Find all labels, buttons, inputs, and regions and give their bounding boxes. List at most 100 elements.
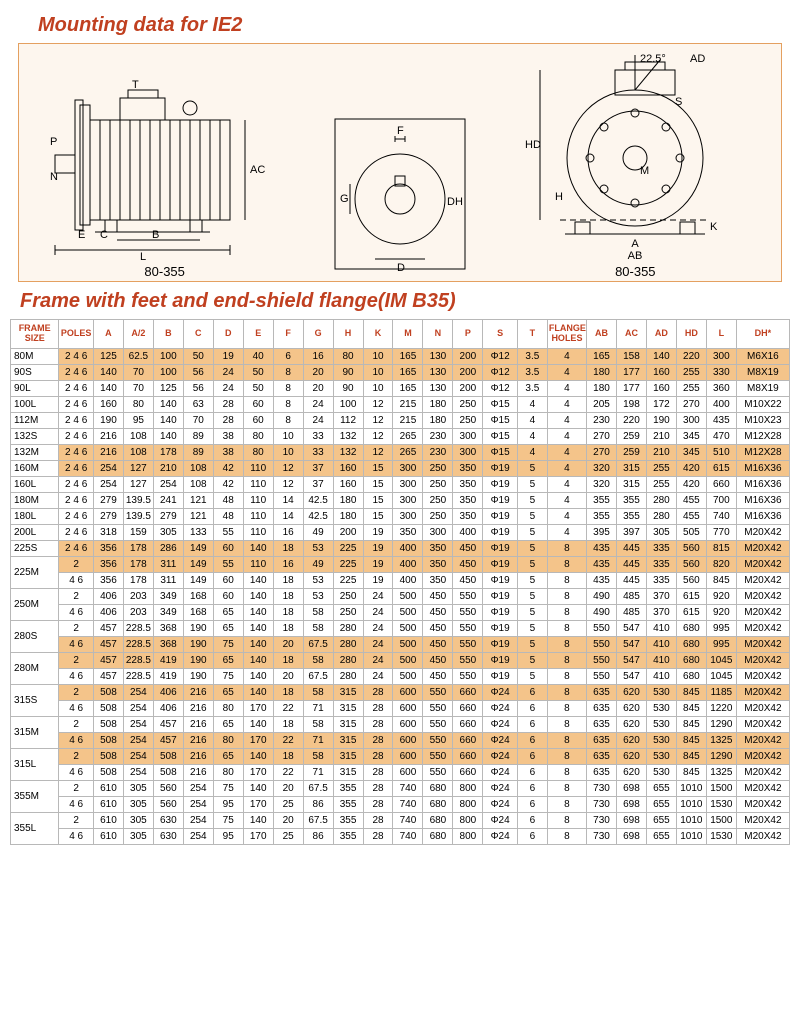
col-header: C: [183, 320, 213, 349]
col-header: AD: [646, 320, 676, 349]
svg-text:HD: HD: [525, 139, 541, 151]
table-row: 112M2 4 61909514070286082411212215180250…: [11, 412, 790, 428]
col-header: T: [517, 320, 547, 349]
table-row: 250M240620334916860140185325024500450550…: [11, 588, 790, 604]
svg-text:F: F: [397, 125, 404, 137]
table-row: 355M2610305560254751402067.5355287406808…: [11, 780, 790, 796]
col-header: FLANGEHOLES: [547, 320, 586, 349]
svg-text:22.5°: 22.5°: [640, 53, 666, 65]
frame-size-cell: 225S: [11, 540, 59, 556]
svg-text:K: K: [710, 221, 718, 233]
table-row: 315S250825440621665140185831528600550660…: [11, 684, 790, 700]
col-header: P: [453, 320, 483, 349]
col-header: POLES: [59, 320, 94, 349]
table-row: 132M2 4 62161081788938801033132122652303…: [11, 444, 790, 460]
svg-text:A: A: [632, 238, 640, 250]
col-header: AB: [587, 320, 617, 349]
frame-size-cell: 100L: [11, 396, 59, 412]
table-row: 315M250825445721665140185831528600550660…: [11, 716, 790, 732]
svg-text:S: S: [675, 96, 682, 108]
svg-text:C: C: [100, 229, 108, 241]
svg-text:AD: AD: [690, 53, 705, 65]
svg-text:AC: AC: [250, 164, 265, 176]
col-header: DH*: [736, 320, 789, 349]
frame-size-cell: 132S: [11, 428, 59, 444]
table-row: 4 6457228.5419190751402067.5280245004505…: [11, 668, 790, 684]
diagram-container: L B C E T P N AC 80-355: [18, 43, 782, 282]
table-row: 4 650825440621680170227131528600550660Φ2…: [11, 700, 790, 716]
table-row: 160L2 4 62541272541084211012371601530025…: [11, 476, 790, 492]
table-row: 160M2 4 62541272101084211012371601530025…: [11, 460, 790, 476]
col-header: N: [423, 320, 453, 349]
frame-size-cell: 180L: [11, 508, 59, 524]
col-header: A/2: [123, 320, 153, 349]
diagram-left-label: 80-355: [144, 264, 184, 279]
frame-size-cell: 250M: [11, 588, 59, 620]
frame-size-cell: 315L: [11, 748, 59, 780]
svg-text:T: T: [132, 79, 139, 91]
page-title-1: Mounting data for IE2: [38, 14, 790, 37]
frame-size-cell: 80M: [11, 348, 59, 364]
col-header: G: [303, 320, 333, 349]
col-header: S: [483, 320, 518, 349]
col-header: A: [93, 320, 123, 349]
svg-text:E: E: [78, 229, 85, 241]
diagram-right-label: 80-355: [615, 264, 655, 279]
table-row: 80M2 4 612562.51005019406168010165130200…: [11, 348, 790, 364]
col-header: F: [273, 320, 303, 349]
table-row: 200L2 4 63181593051335511016492001935030…: [11, 524, 790, 540]
svg-text:N: N: [50, 171, 58, 183]
frame-size-cell: 280S: [11, 620, 59, 652]
frame-size-cell: 112M: [11, 412, 59, 428]
col-header: E: [243, 320, 273, 349]
col-header: AC: [616, 320, 646, 349]
table-row: 315L250825450821665140185831528600550660…: [11, 748, 790, 764]
frame-size-cell: 132M: [11, 444, 59, 460]
svg-text:M: M: [640, 165, 649, 177]
table-row: 280M2457228.5419190651401858280245004505…: [11, 652, 790, 668]
diagram-right: 22.5° AD S A AB K H M HD 80-355: [520, 50, 750, 279]
frame-size-cell: 90S: [11, 364, 59, 380]
frame-size-cell: 355M: [11, 780, 59, 812]
table-row: 4 661030563025495170258635528740680800Φ2…: [11, 828, 790, 844]
col-header: M: [393, 320, 423, 349]
diagram-left: L B C E T P N AC 80-355: [50, 60, 280, 279]
frame-size-cell: 200L: [11, 524, 59, 540]
col-header: B: [153, 320, 183, 349]
svg-text:L: L: [140, 251, 146, 260]
table-row: 225M235617831114955110164922519400350450…: [11, 556, 790, 572]
col-header: D: [213, 320, 243, 349]
frame-size-cell: 225M: [11, 556, 59, 588]
table-row: 4 650825450821680170227131528600550660Φ2…: [11, 764, 790, 780]
col-header: FRAMESIZE: [11, 320, 59, 349]
frame-size-cell: 355L: [11, 812, 59, 844]
frame-size-cell: 315M: [11, 716, 59, 748]
svg-text:G: G: [340, 193, 349, 205]
table-row: 132S2 4 62161081408938801033132122652303…: [11, 428, 790, 444]
frame-size-cell: 160M: [11, 460, 59, 476]
frame-size-cell: 180M: [11, 492, 59, 508]
page-title-2: Frame with feet and end-shield flange(IM…: [20, 290, 790, 313]
frame-size-cell: 160L: [11, 476, 59, 492]
table-row: 90L2 4 6140701255624508209010165130200Φ1…: [11, 380, 790, 396]
data-table: FRAMESIZEPOLESAA/2BCDEFGHKMNPSTFLANGEHOL…: [10, 319, 790, 845]
frame-size-cell: 280M: [11, 652, 59, 684]
table-row: 100L2 4 61608014063286082410012215180250…: [11, 396, 790, 412]
col-header: H: [333, 320, 363, 349]
table-row: 4 635617831114960140185322519400350450Φ1…: [11, 572, 790, 588]
svg-text:P: P: [50, 136, 57, 148]
frame-size-cell: 315S: [11, 684, 59, 716]
table-row: 4 650825445721680170227131528600550660Φ2…: [11, 732, 790, 748]
table-row: 90S2 4 6140701005624508209010165130200Φ1…: [11, 364, 790, 380]
table-row: 180L2 4 6279139.5279121481101442.5180153…: [11, 508, 790, 524]
diagram-middle: F G D DH: [325, 109, 475, 279]
col-header: HD: [676, 320, 706, 349]
svg-text:H: H: [555, 191, 563, 203]
svg-text:DH: DH: [447, 196, 463, 208]
table-row: 225S2 4 63561782861496014018532251940035…: [11, 540, 790, 556]
col-header: K: [363, 320, 393, 349]
table-row: 180M2 4 6279139.5241121481101442.5180153…: [11, 492, 790, 508]
svg-text:D: D: [397, 262, 405, 274]
table-row: 4 661030556025495170258635528740680800Φ2…: [11, 796, 790, 812]
table-row: 355L2610305630254751402067.5355287406808…: [11, 812, 790, 828]
